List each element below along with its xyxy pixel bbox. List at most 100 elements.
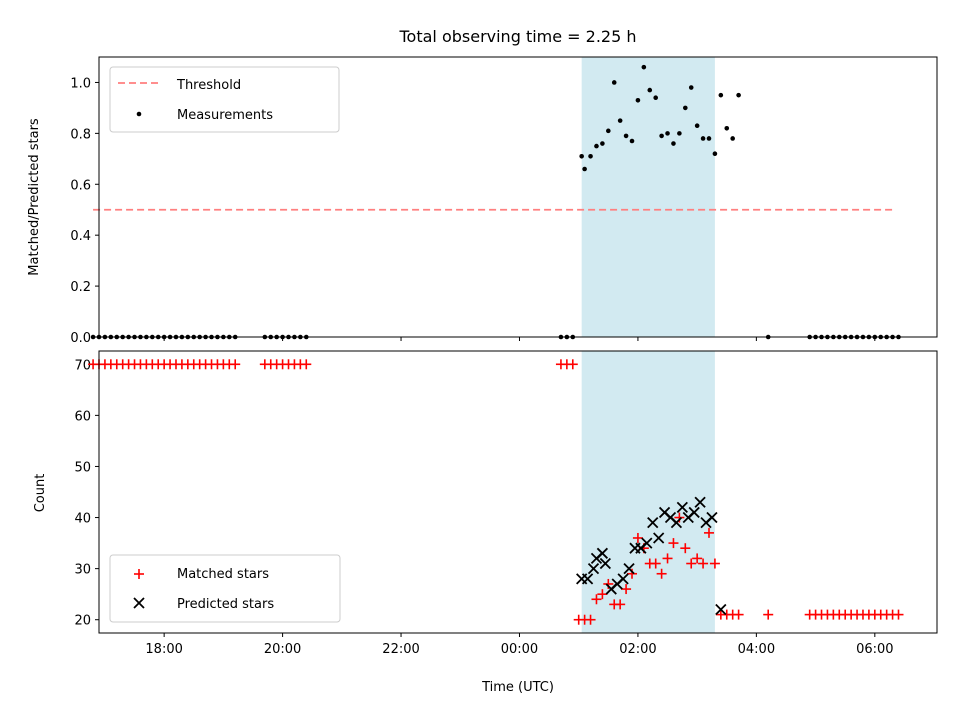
matched-stars-point — [615, 599, 626, 610]
measurements-point — [600, 141, 605, 146]
matched-stars-point — [662, 553, 673, 564]
bottom-x-axis-label: Time (UTC) — [481, 680, 554, 695]
bottom-y-axis-label: Count — [33, 474, 48, 513]
bottom-y-tick-label: 60 — [74, 409, 91, 424]
measurements-point — [623, 133, 629, 139]
top-y-axis-label: Matched/Predicted stars — [27, 118, 42, 276]
top-shaded-span — [581, 57, 715, 337]
bottom-y-tick-label: 40 — [74, 512, 91, 527]
predicted-stars-point — [694, 496, 706, 508]
measurements-point — [647, 87, 653, 93]
predicted-stars-point — [641, 537, 653, 549]
top-legend-frame — [109, 66, 340, 133]
matched-stars-point — [621, 584, 632, 595]
predicted-stars-point — [706, 511, 718, 524]
bottom-x-tick-label: 00:00 — [501, 642, 538, 657]
matched-stars-point — [230, 359, 241, 370]
legend-measurements-label: Measurements — [177, 108, 273, 123]
top-y-tick-label: 0.2 — [70, 280, 91, 295]
legend-predicted-label: Predicted stars — [177, 597, 274, 612]
measurements-point — [90, 334, 96, 340]
measurements-point — [635, 97, 641, 103]
measurements-point — [730, 136, 735, 141]
bottom-x-tick-label: 22:00 — [382, 642, 419, 657]
predicted-stars-point — [623, 562, 635, 575]
matched-stars-point — [632, 532, 643, 543]
bottom-x-tick-label: 02:00 — [619, 642, 656, 657]
legend-threshold-label: Threshold — [176, 78, 241, 93]
measurements-point — [700, 136, 706, 141]
measurements-point — [659, 133, 664, 139]
predicted-stars-point — [581, 573, 594, 585]
legend-matched-label: Matched stars — [177, 567, 269, 582]
matched-stars-point — [703, 527, 714, 538]
bottom-panel: 20 30 40 50 60 70 18:00 20:00 22:00 00:00 02:00 04… — [33, 350, 938, 695]
matched-stars-point — [692, 553, 703, 564]
predicted-stars-point — [670, 517, 683, 529]
predicted-stars-point — [688, 506, 700, 519]
measurements-point — [617, 118, 623, 123]
bottom-axes-frame — [98, 350, 938, 634]
bottom-y-tick-label: 70 — [74, 358, 91, 373]
bottom-y-tick-label: 30 — [74, 563, 91, 578]
matched-stars-point — [686, 558, 697, 569]
top-axes-frame — [98, 56, 938, 338]
legend-predicted-swatch — [133, 597, 145, 609]
top-y-ticks: 0.0 0.2 0.4 0.6 0.8 1.0 — [70, 76, 99, 346]
measurements-point — [588, 153, 593, 159]
matched-stars-point — [680, 543, 691, 554]
measurements-point — [683, 105, 688, 111]
matched-stars-point — [650, 558, 661, 569]
measurements-point — [582, 166, 587, 172]
matched-stars-point — [893, 609, 904, 620]
matched-stars-point — [668, 538, 679, 549]
bottom-shaded-span — [581, 351, 715, 633]
predicted-stars-point — [587, 562, 600, 575]
top-y-tick-label: 0.8 — [70, 127, 91, 142]
bottom-x-tick-label: 04:00 — [738, 642, 775, 657]
matched-stars-point — [585, 614, 596, 625]
bottom-x-tick-label: 18:00 — [145, 642, 182, 657]
measurements-point — [629, 138, 635, 144]
measurements-point — [706, 136, 712, 141]
legend-matched-swatch — [134, 569, 144, 579]
measurements-point — [671, 141, 676, 146]
bottom-y-tick-label: 50 — [74, 460, 91, 475]
bottom-y-tick-label: 20 — [74, 614, 91, 629]
measurements-point — [665, 131, 670, 136]
top-y-tick-label: 0.6 — [70, 178, 91, 193]
matched-stars-point — [698, 558, 709, 569]
bottom-legend-frame — [109, 554, 341, 623]
predicted-stars-point — [617, 573, 629, 585]
measurements-point — [611, 80, 617, 85]
measurements-point — [712, 151, 718, 157]
bottom-series — [88, 359, 904, 625]
measurements-point — [606, 128, 611, 134]
bottom-x-tick-label: 06:00 — [856, 642, 893, 657]
top-series — [90, 64, 901, 340]
matched-stars-point — [709, 558, 720, 569]
bottom-legend: Matched stars Predicted stars — [109, 554, 341, 623]
measurements-point — [677, 131, 682, 136]
predicted-stars-point — [653, 532, 665, 544]
top-y-tick-label: 0.4 — [70, 229, 91, 244]
measurements-point — [594, 143, 599, 149]
predicted-stars-point — [676, 501, 688, 513]
top-title: Total observing time = 2.25 h — [398, 27, 636, 46]
measurements-point — [688, 85, 694, 90]
top-legend: Threshold Measurements — [109, 66, 340, 133]
measurements-point — [641, 64, 647, 70]
predicted-stars-point — [596, 547, 609, 559]
measurements-point — [653, 95, 658, 101]
predicted-stars-point — [715, 603, 727, 616]
matched-stars-point — [301, 359, 312, 370]
matched-stars-point — [763, 609, 774, 620]
measurements-point — [579, 153, 584, 159]
top-y-tick-label: 1.0 — [70, 76, 91, 91]
legend-measurements-swatch — [136, 111, 142, 117]
measurements-point — [694, 123, 700, 129]
top-panel: 0.0 0.2 0.4 0.6 0.8 1.0 Total observing time … — [27, 27, 938, 346]
matched-stars-point — [656, 568, 667, 579]
measurements-point — [736, 92, 741, 98]
measurements-point — [724, 125, 730, 131]
